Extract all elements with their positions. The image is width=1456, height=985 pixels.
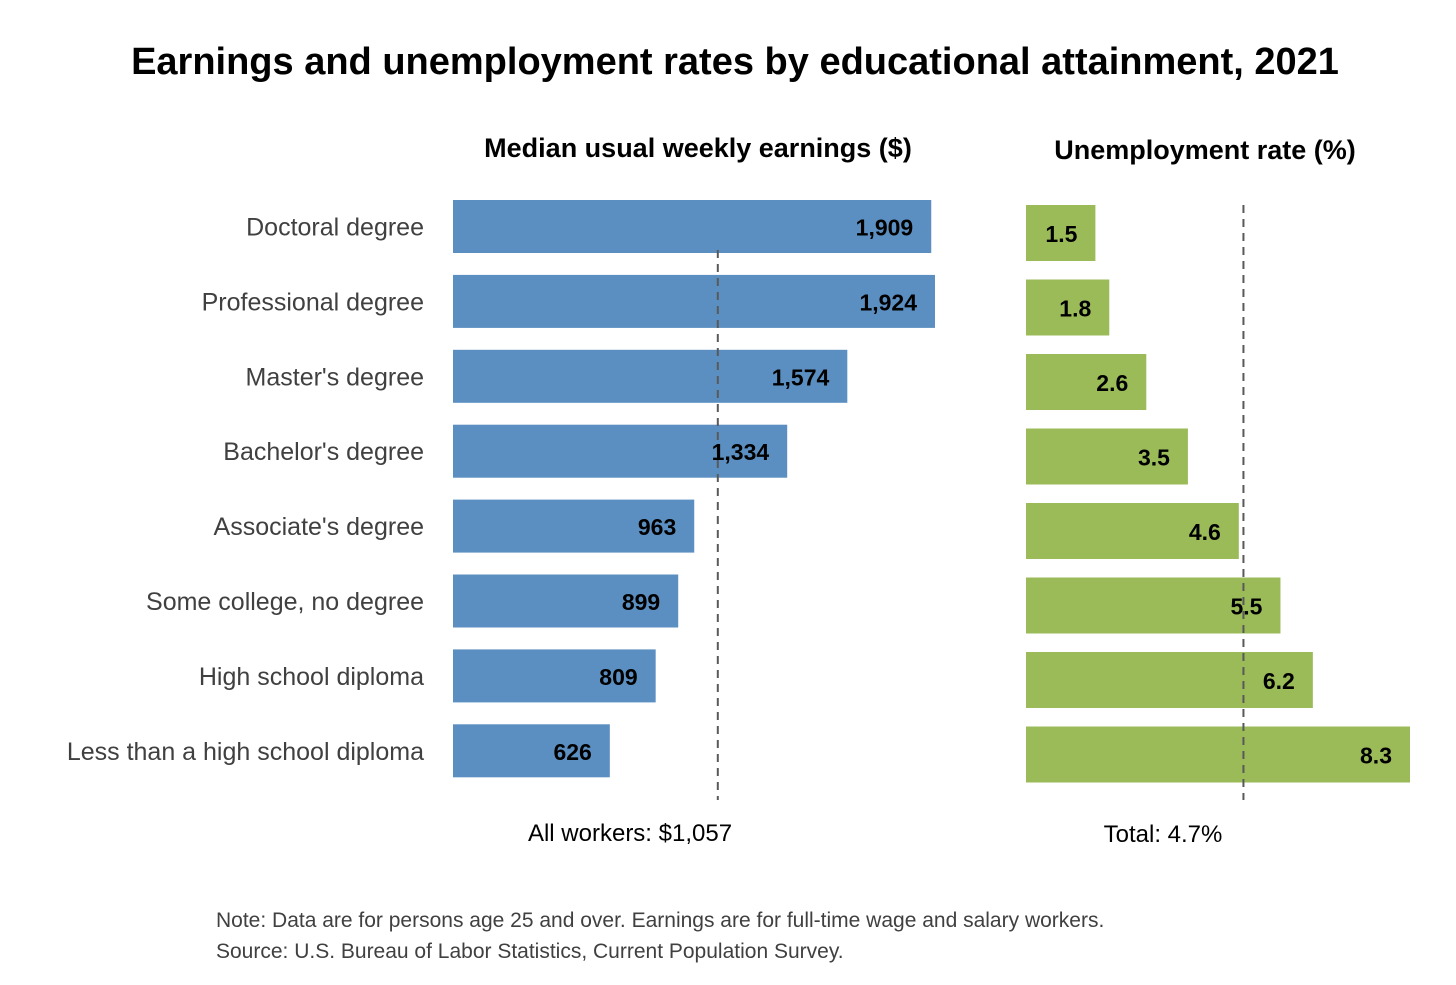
unemployment-panel-title: Unemployment rate (%) (1054, 135, 1356, 165)
earnings-panel-title: Median usual weekly earnings ($) (484, 133, 912, 163)
category-label: Bachelor's degree (223, 438, 424, 466)
chart-source: Source: U.S. Bureau of Labor Statistics,… (216, 940, 844, 963)
data-label: 2.6 (1096, 370, 1128, 396)
earnings-reference-label: All workers: $1,057 (528, 820, 732, 847)
bar (1026, 279, 1110, 336)
category-labels: Doctoral degree Professional degree Master… (67, 214, 424, 766)
chart-note: Note: Data are for persons age 25 and ov… (216, 909, 1104, 932)
bar (1026, 205, 1096, 261)
category-label: High school diploma (199, 663, 424, 691)
bar (453, 574, 679, 628)
bar (453, 349, 848, 403)
chart-title: Earnings and unemployment rates by educa… (131, 41, 1339, 83)
data-label: 809 (599, 664, 637, 690)
bar (1026, 726, 1410, 783)
category-label: Less than a high school diploma (67, 738, 424, 766)
data-label: 1,574 (772, 364, 830, 390)
data-label: 1,334 (712, 439, 770, 465)
bar (453, 649, 656, 703)
bar (453, 424, 788, 478)
data-label: 963 (638, 514, 676, 540)
earnings-panel: 1,909 1,924 1,574 1,334 963 899 809 626 (453, 200, 935, 800)
data-label: 1.5 (1045, 221, 1077, 247)
data-label: 626 (553, 739, 591, 765)
unemployment-reference-label: Total: 4.7% (1104, 821, 1223, 848)
bar (1026, 503, 1239, 559)
category-label: Some college, no degree (146, 588, 424, 616)
bar (453, 200, 932, 253)
bar (1026, 428, 1188, 485)
data-label: 1,909 (856, 215, 914, 241)
data-label: 1,924 (859, 289, 917, 315)
data-label: 3.5 (1138, 445, 1170, 471)
bar (1026, 652, 1313, 708)
bar (453, 274, 935, 328)
category-label: Doctoral degree (246, 214, 424, 242)
bar (1026, 577, 1281, 634)
data-label: 8.3 (1360, 743, 1392, 769)
bar (453, 724, 610, 778)
data-label: 5.5 (1230, 594, 1262, 620)
data-label: 6.2 (1263, 668, 1295, 694)
category-label: Master's degree (246, 363, 424, 391)
data-label: 899 (622, 589, 660, 615)
category-label: Associate's degree (214, 513, 424, 541)
unemployment-panel: 1.5 1.8 2.6 3.5 4.6 5.5 6.2 8.3 (1026, 205, 1410, 800)
bar (453, 499, 695, 553)
category-label: Professional degree (202, 288, 424, 316)
bar (1026, 354, 1147, 410)
data-label: 4.6 (1189, 519, 1221, 545)
data-label: 1.8 (1059, 296, 1091, 322)
